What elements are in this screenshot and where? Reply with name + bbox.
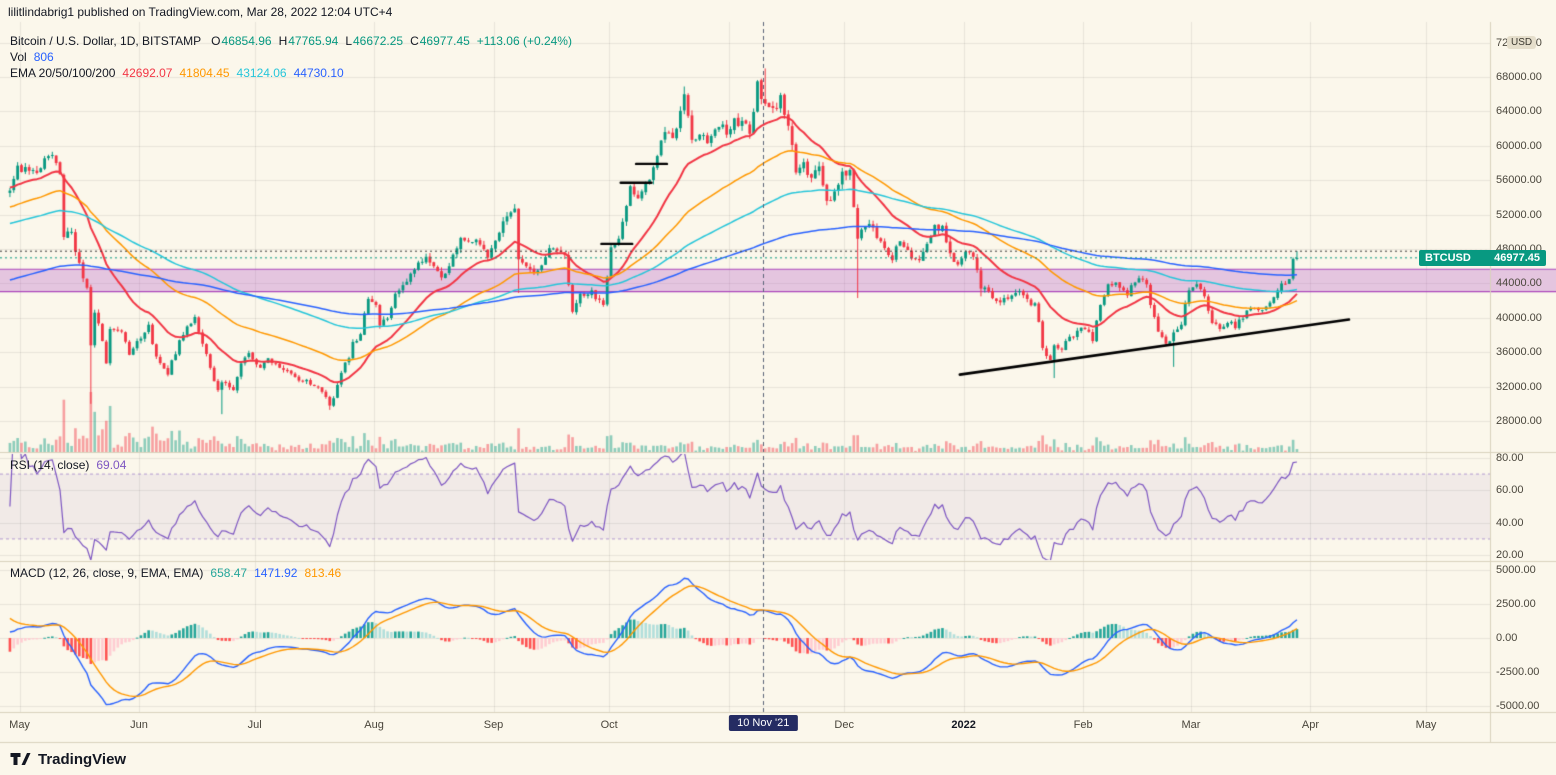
- rsi-axis-tick: 80.00: [1496, 451, 1524, 464]
- close-value: 46977.45: [419, 34, 470, 48]
- macd-axis-tick: -2500.00: [1496, 665, 1540, 678]
- time-axis-label-Mar: Mar: [1181, 719, 1201, 731]
- time-axis-label-Jul: Jul: [247, 719, 262, 731]
- price-axis-tick: 60000.00: [1496, 139, 1542, 152]
- symbol-title: Bitcoin / U.S. Dollar, 1D, BITSTAMP: [10, 34, 202, 48]
- open-label: O: [211, 34, 221, 48]
- price-axis-tick: 28000.00: [1496, 415, 1542, 428]
- tradingview-logo-link[interactable]: TradingView: [10, 751, 126, 768]
- time-axis-label-Aug: Aug: [364, 719, 384, 731]
- macd-axis-tick: 0.00: [1496, 632, 1518, 645]
- symbol-ohlc-row: Bitcoin / U.S. Dollar, 1D, BITSTAMP O4685…: [10, 33, 572, 49]
- rsi-axis-tick: 40.00: [1496, 516, 1524, 529]
- price-axis-tick: 56000.00: [1496, 174, 1542, 187]
- time-axis-label-Jun: Jun: [130, 719, 148, 731]
- volume-row: Vol 806: [10, 49, 572, 65]
- tradingview-logo-icon: [10, 752, 31, 766]
- rsi-legend: RSI (14, close) 69.04: [10, 458, 126, 472]
- price-axis-tick: 52000.00: [1496, 208, 1542, 221]
- close-label: C: [410, 34, 419, 48]
- price-axis-tick: 64000.00: [1496, 105, 1542, 118]
- low-label: L: [345, 34, 352, 48]
- high-value: 47765.94: [288, 34, 339, 48]
- time-axis-label-Oct: Oct: [600, 719, 618, 731]
- rsi-value: 69.04: [96, 458, 127, 472]
- attribution-text: lilitlindabrig1 published on TradingView…: [8, 5, 393, 19]
- highlight-date-badge: 10 Nov '21: [729, 715, 798, 731]
- high-label: H: [278, 34, 288, 48]
- price-axis-tick: 32000.00: [1496, 380, 1542, 393]
- rsi-axis-tick: 20.00: [1496, 549, 1524, 562]
- macd-label: MACD (12, 26, close, 9, EMA, EMA): [10, 566, 204, 580]
- time-axis-label-Apr: Apr: [1301, 719, 1319, 731]
- ema-value-100: 43124.06: [236, 66, 287, 80]
- macd-axis-tick: 5000.00: [1496, 564, 1536, 577]
- price-axis-tick: 40000.00: [1496, 311, 1542, 324]
- time-axis-label-2022: 2022: [951, 719, 976, 731]
- time-axis-label-Feb: Feb: [1073, 719, 1093, 731]
- ema-value-50: 41804.45: [179, 66, 230, 80]
- currency-unit-pill: USD: [1507, 35, 1537, 49]
- volume-label: Vol: [10, 50, 27, 64]
- macd-axis-tick: 2500.00: [1496, 598, 1536, 611]
- change-value: +113.06 (+0.24%): [476, 34, 572, 48]
- rsi-label: RSI (14, close): [10, 458, 90, 472]
- ema-values: 42692.07 41804.45 43124.06 44730.10: [115, 66, 343, 80]
- open-value: 46854.96: [221, 34, 272, 48]
- ema-value-200: 44730.10: [293, 66, 344, 80]
- macd-value-0: 658.47: [210, 566, 248, 580]
- price-axis-tick: 68000.00: [1496, 71, 1542, 84]
- badge-price: 46977.45: [1494, 251, 1540, 264]
- macd-value-2: 813.46: [304, 566, 342, 580]
- macd-axis-tick: -5000.00: [1496, 699, 1540, 712]
- volume-value: 806: [33, 50, 54, 64]
- ema-row: EMA 20/50/100/200 42692.07 41804.45 43124.0…: [10, 65, 572, 81]
- time-axis-label-Sep: Sep: [483, 719, 504, 731]
- low-value: 46672.25: [353, 34, 404, 48]
- badge-symbol: BTCUSD: [1425, 251, 1471, 264]
- time-axis-label-Dec: Dec: [834, 719, 854, 731]
- price-axis-tick: 44000.00: [1496, 277, 1542, 290]
- ema-value-20: 42692.07: [122, 66, 173, 80]
- time-axis-label-May: May: [9, 719, 30, 731]
- macd-legend: MACD (12, 26, close, 9, EMA, EMA) 658.47 1…: [10, 566, 341, 580]
- footer-bar: TradingView: [0, 743, 1556, 775]
- macd-values: 658.47 1471.92 813.46: [203, 566, 341, 580]
- current-price-badge: BTCUSD 46977.45: [1419, 249, 1546, 266]
- tradingview-wordmark: TradingView: [38, 750, 127, 768]
- macd-value-1: 1471.92: [254, 566, 298, 580]
- ema-label: EMA 20/50/100/200: [10, 66, 116, 80]
- price-legend: Bitcoin / U.S. Dollar, 1D, BITSTAMP O4685…: [10, 33, 572, 81]
- time-axis-label-May: May: [1415, 719, 1437, 731]
- price-axis-tick: 36000.00: [1496, 346, 1542, 359]
- rsi-axis-tick: 60.00: [1496, 484, 1524, 497]
